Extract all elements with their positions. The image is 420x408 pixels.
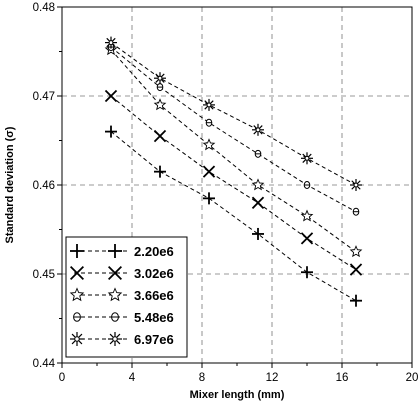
data-point [156,83,164,92]
series-group [104,36,363,307]
data-point [350,179,362,191]
legend-marker [69,265,85,281]
y-tick-label: 0.47 [33,91,55,103]
data-point [251,196,265,209]
data-point [252,123,264,136]
legend-box [65,236,188,358]
legend-marker [69,287,85,302]
x-tick-label: 0 [59,372,65,384]
data-point [251,178,265,191]
legend-marker [111,312,119,322]
data-point [252,227,264,240]
legend-marker [108,332,122,346]
y-tick-label: 0.44 [33,358,56,370]
legend-marker [70,244,84,258]
legend-marker [70,332,84,346]
data-point [349,245,363,258]
legend-entry: 3.66e6 [69,287,174,303]
legend-marker [108,244,122,258]
legend-marker [107,287,123,302]
series-line [110,42,357,186]
data-point [154,165,166,178]
data-point [202,138,216,151]
series-star [104,43,363,258]
series-line [110,131,357,302]
legend-label: 3.66e6 [134,288,174,303]
x-tick-label: 12 [266,372,279,384]
data-point [203,192,215,205]
data-point [205,118,213,127]
data-point [349,263,363,276]
series-line [110,95,357,270]
data-point [154,72,166,85]
legend-entry: 3.02e6 [69,265,174,281]
data-point [301,266,313,279]
data-point [350,294,362,307]
series-plus [105,125,362,307]
data-point [254,149,262,158]
x-tick-label: 20 [406,372,419,384]
data-point [303,180,311,190]
data-point [300,209,314,222]
data-point [153,98,167,111]
x-tick-label: 16 [336,372,349,384]
series-line [110,49,357,253]
legend-entry: 2.20e6 [70,244,174,259]
series-circle [107,43,360,216]
series-asterisk [105,36,362,191]
axes: 0 4 8 12 16 20 0.44 0.45 0.46 0.47 0.48 [33,2,419,384]
series-line [110,46,357,213]
legend-label: 6.97e6 [134,332,174,347]
y-tick-label: 0.48 [33,2,55,14]
data-point [202,165,216,178]
data-point [300,232,314,245]
legend: 2.20e6 3.02e6 3.66e6 5.48e6 6.97e6 [65,236,188,358]
data-point [105,125,117,138]
legend-label: 5.48e6 [134,310,174,325]
data-point [104,89,118,103]
data-point [153,129,167,143]
x-tick-label: 8 [199,372,205,384]
data-point [301,152,313,165]
y-axis-title: Standard deviation (σ) [4,126,16,243]
data-point [203,98,215,111]
legend-marker [73,312,81,322]
legend-label: 2.20e6 [134,244,174,259]
data-point [352,207,360,216]
y-tick-label: 0.45 [33,269,55,281]
legend-entry: 6.97e6 [70,332,174,347]
legend-marker [107,265,123,281]
y-tick-label: 0.46 [33,180,55,192]
x-tick-label: 4 [129,372,136,384]
data-point [105,36,117,49]
legend-entry: 5.48e6 [73,310,174,325]
legend-label: 3.02e6 [134,266,174,281]
series-cross [104,89,363,276]
x-axis-title: Mixer length (mm) [190,389,285,401]
